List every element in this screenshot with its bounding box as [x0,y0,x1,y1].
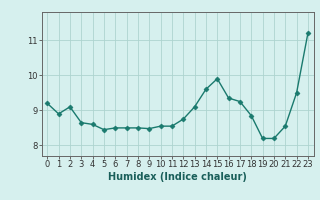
X-axis label: Humidex (Indice chaleur): Humidex (Indice chaleur) [108,172,247,182]
